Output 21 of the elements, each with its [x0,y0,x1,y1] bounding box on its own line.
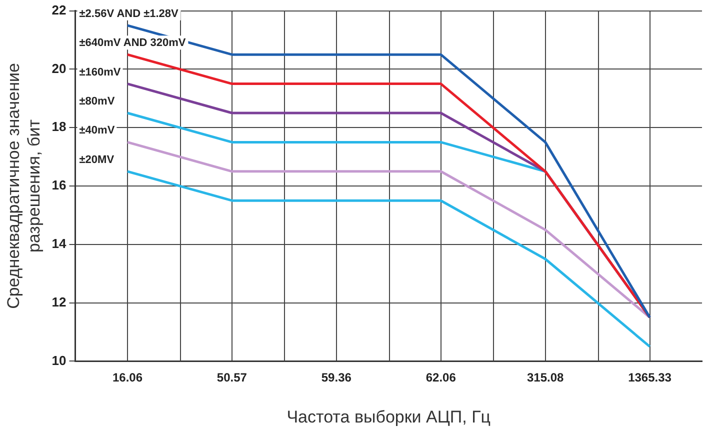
series-label: ±40mV [79,124,116,137]
y-tick-label: 12 [52,294,66,310]
x-tick-label: 50.57 [216,370,248,385]
series-label: ±80mV [79,96,116,108]
series-label: ±2.56V AND ±1.28V [79,8,180,20]
y-tick-label: 16 [52,178,66,193]
x-tick-label: 59.36 [321,370,352,385]
x-tick-label: 62.06 [426,370,456,385]
y-tick-label: 20 [52,60,66,76]
y-tick-label: 10 [52,352,66,368]
x-tick-label: 315.08 [526,370,564,385]
x-tick-label: 16.06 [112,370,143,385]
y-tick-label: 22 [52,2,66,18]
y-tick-label: 14 [52,236,68,251]
series-label: ±640mV AND 320mV [79,37,186,50]
series-label: ±160mV [79,66,122,78]
series-label: ±20MV [79,154,115,166]
x-tick-label: 1365.33 [628,370,672,385]
y-axis-title: Среднеквадратичное значение разрешения, бит [4,63,44,309]
x-axis-title: Частота выборки АЦП, Гц [286,407,491,426]
y-tick-label: 18 [52,119,66,134]
